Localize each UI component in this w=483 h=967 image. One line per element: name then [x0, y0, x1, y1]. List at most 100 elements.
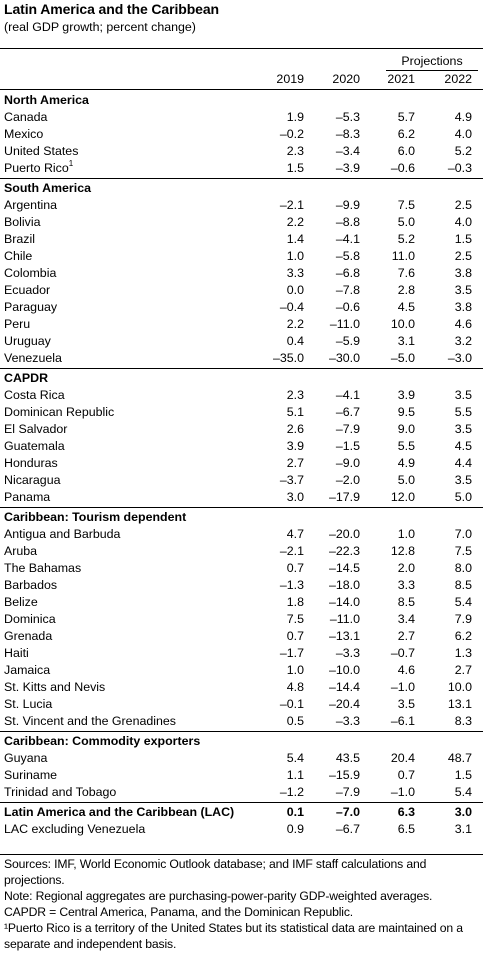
value-cell: –30.0: [328, 351, 360, 365]
value-cell: 5.5: [397, 439, 415, 453]
table-row: St. Kitts and Nevis 4.8 –14.4 –1.0 10.0: [0, 679, 483, 696]
row-label: St. Kitts and Nevis: [4, 679, 105, 696]
table-row: Antigua and Barbuda 4.7 –20.0 1.0 7.0: [0, 526, 483, 543]
table-subtitle: (real GDP growth; percent change): [4, 20, 196, 34]
group-header: CAPDR: [0, 370, 483, 387]
table-row: Brazil 1.4 –4.1 5.2 1.5: [0, 231, 483, 248]
row-label-text: Puerto Rico: [4, 161, 69, 175]
value-cell: –17.9: [328, 490, 360, 504]
value-cell: –22.3: [328, 544, 360, 558]
value-cell: –7.8: [335, 283, 360, 297]
value-cell: 0.9: [286, 822, 304, 836]
table-body: North America Canada 1.9 –5.3 5.7 4.9 Mexico –0…: [0, 92, 483, 838]
group-separator: [0, 731, 483, 732]
row-label: Peru: [4, 316, 30, 333]
row-label: Brazil: [4, 231, 35, 248]
value-cell: 6.5: [397, 822, 415, 836]
table-row: St. Vincent and the Grenadines 0.5 –3.3 –6.…: [0, 713, 483, 730]
value-cell: –6.7: [335, 405, 360, 419]
value-cell: 1.5: [454, 232, 472, 246]
row-label: Bolivia: [4, 214, 41, 231]
value-cell: –8.8: [335, 215, 360, 229]
row-label-text: LAC excluding Venezuela: [4, 822, 146, 836]
value-cell: 1.4: [286, 232, 304, 246]
group-header: South America: [0, 180, 483, 197]
row-label: Antigua and Barbuda: [4, 526, 120, 543]
table-title: Latin America and the Caribbean: [4, 1, 219, 17]
group-title: Caribbean: Commodity exporters: [4, 734, 201, 748]
value-cell: 4.9: [397, 456, 415, 470]
row-label-text: Peru: [4, 317, 31, 331]
bottom-rule: [0, 854, 483, 855]
row-label: St. Vincent and the Grenadines: [4, 713, 176, 730]
group-header: North America: [0, 92, 483, 109]
table-row: The Bahamas 0.7 –14.5 2.0 8.0: [0, 560, 483, 577]
value-cell: 10.0: [390, 317, 415, 331]
row-label-text: Nicaragua: [4, 473, 61, 487]
value-cell: 2.6: [286, 422, 304, 436]
row-label-text: Bolivia: [4, 215, 41, 229]
value-cell: 3.0: [286, 490, 304, 504]
value-cell: –6.8: [335, 266, 360, 280]
value-cell: –2.0: [335, 473, 360, 487]
value-cell: –3.9: [335, 161, 360, 175]
row-label: Trinidad and Tobago: [4, 784, 116, 801]
table-row: Barbados –1.3 –18.0 3.3 8.5: [0, 577, 483, 594]
note-sources: Sources: IMF, World Economic Outlook dat…: [4, 857, 427, 887]
value-cell: –2.1: [279, 544, 304, 558]
row-label-text: Dominican Republic: [4, 405, 115, 419]
value-cell: 11.0: [391, 249, 415, 263]
group-header: Caribbean: Tourism dependent: [0, 509, 483, 526]
value-cell: –0.6: [390, 161, 415, 175]
value-cell: –18.0: [328, 578, 360, 592]
year-header: 2022: [444, 72, 472, 86]
table-row: Trinidad and Tobago –1.2 –7.9 –1.0 5.4: [0, 784, 483, 801]
row-label: Uruguay: [4, 333, 51, 350]
table-row: Bolivia 2.2 –8.8 5.0 4.0: [0, 214, 483, 231]
year-header-row: 2019 2020 2021 2022: [0, 72, 483, 89]
value-cell: 1.0: [286, 249, 304, 263]
value-cell: –1.5: [335, 439, 360, 453]
value-cell: 4.6: [454, 317, 472, 331]
value-cell: 20.4: [390, 751, 415, 765]
group-separator: [0, 178, 483, 179]
value-cell: 0.5: [286, 714, 304, 728]
value-cell: 5.4: [454, 595, 472, 609]
row-label: Costa Rica: [4, 387, 65, 404]
row-label: Colombia: [4, 265, 56, 282]
value-cell: 3.8: [454, 300, 472, 314]
row-label: Puerto Rico1: [4, 159, 73, 177]
row-label: Belize: [4, 594, 38, 611]
value-cell: 8.0: [454, 561, 472, 575]
value-cell: –10.0: [328, 663, 360, 677]
value-cell: 7.0: [454, 527, 472, 541]
row-label: Nicaragua: [4, 472, 60, 489]
value-cell: –14.4: [328, 680, 360, 694]
table-row: Peru 2.2 –11.0 10.0 4.6: [0, 316, 483, 333]
row-label-text: Guatemala: [4, 439, 65, 453]
row-label-text: St. Lucia: [4, 697, 53, 711]
value-cell: –14.5: [328, 561, 360, 575]
row-label-text: St. Kitts and Nevis: [4, 680, 106, 694]
value-cell: 12.0: [390, 490, 415, 504]
value-cell: 1.0: [286, 663, 304, 677]
value-cell: –3.0: [447, 351, 472, 365]
value-cell: 1.8: [286, 595, 304, 609]
value-cell: 3.9: [286, 439, 304, 453]
row-label: Latin America and the Caribbean (LAC): [4, 804, 234, 821]
value-cell: –13.1: [328, 629, 360, 643]
value-cell: 4.8: [286, 680, 304, 694]
table-row: Puerto Rico1 1.5 –3.9 –0.6 –0.3: [0, 159, 483, 177]
note-capdr: CAPDR = Central America, Panama, and the…: [4, 905, 354, 919]
value-cell: 4.0: [454, 127, 472, 141]
table-row: Paraguay –0.4 –0.6 4.5 3.8: [0, 299, 483, 316]
value-cell: –6.7: [335, 822, 360, 836]
value-cell: –11.0: [329, 317, 360, 331]
table-row: Panama 3.0 –17.9 12.0 5.0: [0, 489, 483, 506]
table-row: Canada 1.9 –5.3 5.7 4.9: [0, 109, 483, 126]
value-cell: 5.2: [454, 144, 472, 158]
value-cell: 3.5: [454, 388, 472, 402]
row-label-text: Brazil: [4, 232, 35, 246]
value-cell: –15.9: [328, 768, 360, 782]
table-row: Dominica 7.5 –11.0 3.4 7.9: [0, 611, 483, 628]
